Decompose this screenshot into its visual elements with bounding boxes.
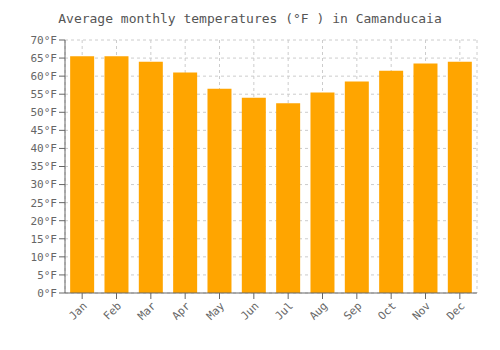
svg-text:Sep: Sep: [341, 299, 364, 322]
svg-text:Aug: Aug: [307, 299, 330, 322]
svg-text:40°F: 40°F: [31, 142, 58, 155]
svg-text:15°F: 15°F: [31, 233, 58, 246]
svg-text:Feb: Feb: [101, 299, 124, 322]
svg-text:10°F: 10°F: [31, 251, 58, 264]
svg-text:50°F: 50°F: [31, 106, 58, 119]
svg-text:Apr: Apr: [170, 299, 194, 323]
svg-text:Mar: Mar: [135, 299, 159, 323]
svg-text:Jan: Jan: [67, 299, 90, 322]
svg-text:May: May: [204, 299, 228, 323]
svg-text:35°F: 35°F: [31, 160, 58, 173]
svg-text:Oct: Oct: [376, 299, 399, 322]
svg-text:0°F: 0°F: [37, 287, 57, 300]
svg-text:70°F: 70°F: [31, 34, 58, 47]
svg-text:25°F: 25°F: [31, 197, 58, 210]
svg-text:Jun: Jun: [238, 299, 261, 322]
svg-text:45°F: 45°F: [31, 124, 58, 137]
svg-text:Nov: Nov: [410, 299, 434, 323]
svg-text:55°F: 55°F: [31, 88, 58, 101]
svg-text:65°F: 65°F: [31, 52, 58, 65]
svg-text:30°F: 30°F: [31, 178, 58, 191]
svg-text:Jul: Jul: [273, 299, 296, 322]
svg-text:5°F: 5°F: [37, 269, 57, 282]
svg-text:60°F: 60°F: [31, 70, 58, 83]
svg-text:20°F: 20°F: [31, 215, 58, 228]
svg-text:Dec: Dec: [444, 299, 467, 322]
html-text:Average monthly temperatures (: Average monthly temperatures (°F ) in Ca…: [58, 11, 442, 26]
